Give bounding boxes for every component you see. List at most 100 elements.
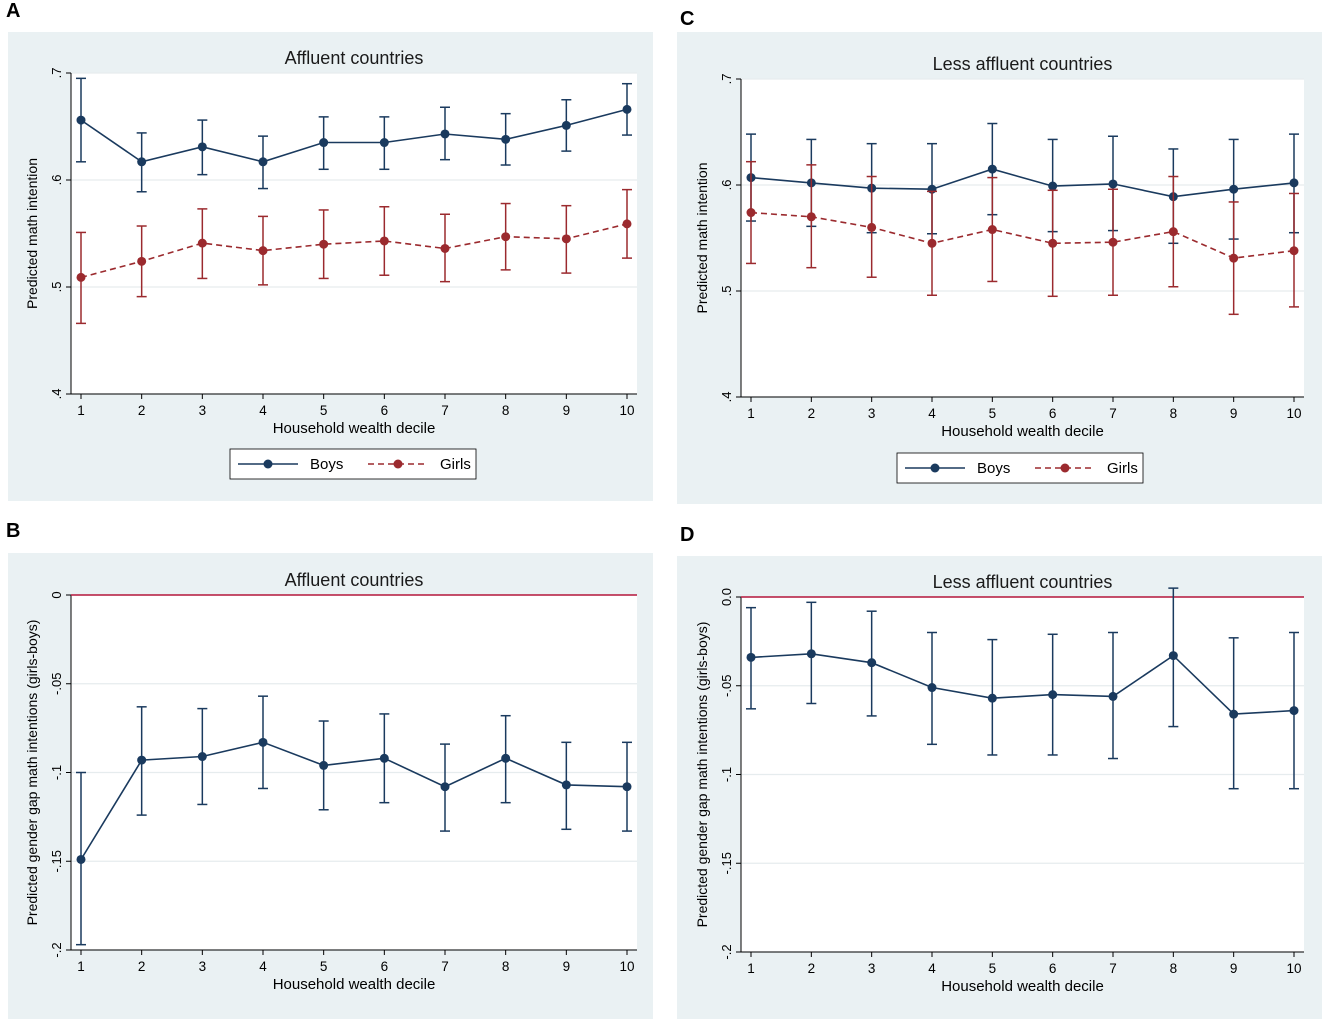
plot-a-area — [71, 73, 637, 394]
legend-label-a-girls: Girls — [440, 456, 471, 473]
data-point-c-girls-1 — [806, 212, 816, 222]
y-tick-label-d-2: -.1 — [719, 767, 734, 782]
x-tick-label-c-8: 9 — [1230, 406, 1238, 421]
x-axis-label-d: Household wealth decile — [941, 978, 1104, 995]
x-tick-label-c-7: 8 — [1170, 406, 1178, 421]
data-point-c-boys-8 — [1229, 184, 1239, 194]
data-point-a-boys-9 — [622, 104, 632, 114]
data-point-b-gap-9 — [622, 782, 632, 792]
data-point-b-gap-5 — [379, 753, 389, 763]
y-tick-label-b-2: -.1 — [49, 765, 64, 780]
chart-title-c: Less affluent countries — [933, 54, 1113, 74]
legend-marker-c-boys — [930, 463, 940, 473]
y-tick-label-b-3: -.05 — [49, 673, 64, 695]
x-tick-label-d-9: 10 — [1286, 961, 1301, 976]
data-point-b-gap-8 — [561, 780, 571, 790]
data-point-c-boys-5 — [1048, 181, 1058, 191]
data-point-a-girls-7 — [501, 232, 511, 242]
data-point-c-boys-4 — [987, 164, 997, 174]
y-tick-label-c-3: .7 — [719, 74, 734, 85]
data-point-c-boys-9 — [1289, 178, 1299, 188]
data-point-b-gap-3 — [258, 737, 268, 747]
legend-marker-c-girls — [1060, 463, 1070, 473]
series-line-b-gap — [80, 741, 628, 860]
x-tick-label-b-1: 2 — [138, 959, 146, 974]
x-tick-label-c-6: 7 — [1109, 406, 1117, 421]
data-point-c-boys-6 — [1108, 179, 1118, 189]
x-tick-label-b-6: 7 — [441, 959, 449, 974]
x-tick-label-c-2: 3 — [868, 406, 876, 421]
y-tick-label-b-4: 0 — [49, 591, 64, 598]
data-point-b-gap-1 — [137, 755, 147, 765]
panel-letter-c: C — [680, 8, 695, 30]
x-tick-label-c-4: 5 — [989, 406, 997, 421]
data-point-b-gap-7 — [501, 753, 511, 763]
data-point-a-boys-8 — [561, 120, 571, 130]
x-tick-label-b-7: 8 — [502, 959, 510, 974]
x-axis-label-a: Household wealth decile — [273, 420, 436, 437]
x-tick-label-b-0: 1 — [77, 959, 85, 974]
x-tick-label-a-6: 7 — [441, 403, 449, 418]
y-tick-label-c-2: .6 — [719, 180, 734, 191]
x-tick-label-a-3: 4 — [259, 403, 267, 418]
x-tick-label-d-1: 2 — [808, 961, 816, 976]
chart-title-b: Affluent countries — [285, 570, 424, 590]
series-line-c-boys — [750, 168, 1295, 198]
data-point-c-girls-2 — [867, 222, 877, 232]
data-point-a-girls-4 — [319, 239, 329, 249]
x-tick-label-d-8: 9 — [1230, 961, 1238, 976]
x-tick-label-d-5: 6 — [1049, 961, 1057, 976]
data-point-a-boys-7 — [501, 134, 511, 144]
y-tick-label-d-0: -.2 — [719, 944, 734, 959]
data-point-d-gap-6 — [1108, 691, 1118, 701]
y-tick-label-c-0: .4 — [719, 392, 734, 403]
y-axis-label-c: Predicted math intention — [694, 163, 710, 314]
x-tick-label-a-5: 6 — [381, 403, 389, 418]
data-point-d-gap-4 — [987, 693, 997, 703]
data-point-a-boys-2 — [197, 142, 207, 152]
x-tick-label-a-0: 1 — [77, 403, 85, 418]
y-tick-label-d-3: -.05 — [719, 675, 734, 697]
data-point-a-girls-9 — [622, 219, 632, 229]
panel-letter-b: B — [6, 520, 21, 542]
data-point-d-gap-8 — [1229, 709, 1239, 719]
data-point-a-girls-3 — [258, 246, 268, 256]
x-tick-label-d-6: 7 — [1109, 961, 1117, 976]
data-point-c-girls-6 — [1108, 237, 1118, 247]
panel-letter-a: A — [6, 0, 21, 22]
x-tick-label-d-7: 8 — [1170, 961, 1178, 976]
data-point-d-gap-1 — [806, 649, 816, 659]
x-tick-label-c-0: 1 — [747, 406, 755, 421]
data-point-d-gap-3 — [927, 683, 937, 693]
x-tick-label-c-3: 4 — [928, 406, 936, 421]
data-point-c-girls-3 — [927, 238, 937, 248]
x-tick-label-d-3: 4 — [928, 961, 936, 976]
panel-letter-d: D — [680, 524, 695, 546]
data-point-a-boys-3 — [258, 157, 268, 167]
x-tick-label-a-9: 10 — [619, 403, 634, 418]
y-tick-label-a-3: .7 — [49, 68, 64, 79]
legend-label-a-boys: Boys — [310, 456, 343, 473]
data-point-a-boys-0 — [76, 115, 86, 125]
data-point-b-gap-0 — [76, 854, 86, 864]
data-point-d-gap-5 — [1048, 690, 1058, 700]
y-axis-label-b: Predicted gender gap math intentions (gi… — [24, 620, 40, 926]
x-tick-label-b-2: 3 — [199, 959, 207, 974]
x-tick-label-a-4: 5 — [320, 403, 328, 418]
y-axis-label-a: Predicted math intention — [24, 158, 40, 309]
legend-marker-a-boys — [263, 459, 273, 469]
series-line-a-girls — [80, 223, 628, 279]
x-tick-label-d-0: 1 — [747, 961, 755, 976]
data-point-b-gap-6 — [440, 782, 450, 792]
series-line-c-girls — [750, 211, 1295, 259]
data-point-c-girls-0 — [746, 208, 756, 218]
series-line-d-gap — [750, 652, 1295, 715]
data-point-a-girls-6 — [440, 243, 450, 253]
data-point-a-girls-0 — [76, 272, 86, 282]
x-tick-label-a-8: 9 — [563, 403, 571, 418]
x-tick-label-a-1: 2 — [138, 403, 146, 418]
y-tick-label-d-1: -.15 — [719, 852, 734, 874]
data-point-a-boys-5 — [379, 138, 389, 148]
x-tick-label-b-4: 5 — [320, 959, 328, 974]
y-axis-label-d: Predicted gender gap math intentions (gi… — [694, 622, 710, 928]
